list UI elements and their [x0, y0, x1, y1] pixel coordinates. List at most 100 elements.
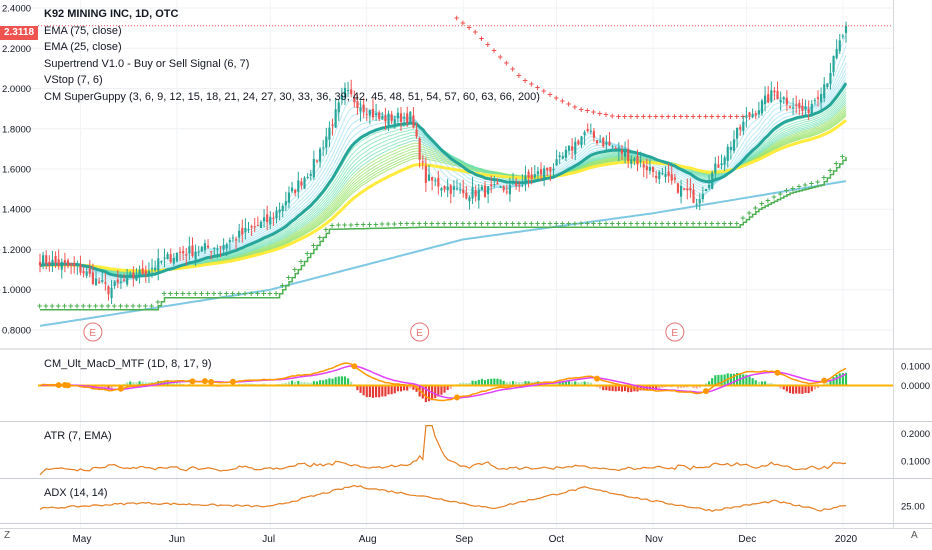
candle-body[interactable]	[51, 259, 54, 264]
candle-body[interactable]	[782, 97, 785, 100]
candle-body[interactable]	[381, 116, 384, 120]
earnings-circle[interactable]	[83, 322, 103, 342]
candle-body[interactable]	[203, 243, 207, 251]
candle-body[interactable]	[387, 113, 390, 125]
candle-body[interactable]	[717, 164, 720, 168]
candle-body[interactable]	[816, 97, 820, 100]
candle-body[interactable]	[524, 175, 527, 184]
candle-body[interactable]	[66, 260, 70, 266]
candle-body[interactable]	[483, 185, 487, 197]
candle-body[interactable]	[788, 106, 792, 108]
candle-body[interactable]	[689, 187, 692, 191]
macd-pane-label[interactable]: CM_Ult_MacD_MTF (1D, 8, 17, 9)	[44, 358, 212, 370]
candle-body[interactable]	[667, 171, 670, 177]
candle-body[interactable]	[807, 109, 810, 113]
candle-body[interactable]	[658, 171, 661, 180]
candle-body[interactable]	[340, 95, 343, 100]
candle-body[interactable]	[810, 103, 813, 116]
candle-body[interactable]	[393, 119, 396, 125]
candle-body[interactable]	[555, 159, 558, 166]
candle-body[interactable]	[303, 177, 306, 189]
candle-body[interactable]	[132, 272, 135, 279]
candle-body[interactable]	[614, 147, 617, 149]
candle-body[interactable]	[325, 136, 328, 148]
candle-body[interactable]	[661, 173, 664, 175]
candle-body[interactable]	[157, 258, 160, 271]
candle-body[interactable]	[359, 107, 362, 112]
candle-body[interactable]	[238, 230, 241, 238]
candle-body[interactable]	[627, 148, 630, 162]
candle-body[interactable]	[79, 264, 82, 273]
candle-body[interactable]	[493, 184, 496, 186]
candle-body[interactable]	[589, 130, 592, 132]
ema200-line[interactable]	[39, 180, 847, 327]
candle-body[interactable]	[185, 254, 188, 256]
candle-body[interactable]	[409, 111, 412, 122]
candle-body[interactable]	[331, 124, 334, 126]
candle-body[interactable]	[645, 166, 648, 171]
candle-body[interactable]	[707, 184, 711, 188]
candle-body[interactable]	[751, 113, 754, 118]
candle-body[interactable]	[487, 186, 490, 195]
candle-body[interactable]	[474, 190, 477, 197]
candle-body[interactable]	[838, 40, 841, 52]
legend-supertrend[interactable]: Supertrend V1.0 - Buy or Sell Signal (6,…	[44, 57, 250, 70]
candle-body[interactable]	[496, 182, 499, 185]
candle-body[interactable]	[356, 101, 359, 108]
candle-body[interactable]	[527, 171, 530, 178]
candle-body[interactable]	[147, 271, 151, 276]
candle-body[interactable]	[213, 247, 216, 249]
candle-body[interactable]	[384, 115, 387, 122]
candle-body[interactable]	[141, 268, 144, 274]
candle-body[interactable]	[502, 186, 505, 191]
candle-body[interactable]	[642, 164, 645, 168]
candle-body[interactable]	[101, 280, 104, 282]
candle-body[interactable]	[378, 112, 381, 119]
candle-body[interactable]	[617, 147, 620, 152]
candle-body[interactable]	[742, 121, 745, 131]
candle-body[interactable]	[91, 272, 94, 284]
macd-signal-line[interactable]	[39, 365, 847, 399]
candle-body[interactable]	[135, 277, 138, 281]
candle-body[interactable]	[804, 106, 807, 110]
candle-body[interactable]	[362, 104, 365, 112]
candle-body[interactable]	[521, 182, 524, 184]
candle-body[interactable]	[315, 160, 319, 162]
candle-body[interactable]	[371, 108, 375, 118]
candle-body[interactable]	[337, 102, 340, 113]
candle-body[interactable]	[259, 221, 263, 228]
candle-body[interactable]	[126, 275, 129, 285]
candle-body[interactable]	[795, 104, 798, 106]
candle-body[interactable]	[592, 131, 596, 138]
main-price-pane[interactable]: + + + + + + + + + + + + + + + + + + + ++ + + + + + + + + + + + + + + + + + ++…	[37, 13, 893, 342]
candle-body[interactable]	[655, 175, 658, 179]
candle-body[interactable]	[262, 217, 266, 222]
candle-body[interactable]	[692, 189, 695, 203]
macd-line[interactable]	[39, 362, 847, 402]
candle-body[interactable]	[518, 185, 521, 187]
candle-body[interactable]	[633, 158, 636, 162]
candle-body[interactable]	[574, 141, 577, 155]
candle-body[interactable]	[247, 229, 250, 231]
candle-body[interactable]	[94, 278, 98, 286]
candle-body[interactable]	[138, 269, 141, 276]
candle-body[interactable]	[63, 260, 66, 263]
candle-body[interactable]	[745, 115, 748, 118]
candle-body[interactable]	[760, 100, 764, 114]
candle-body[interactable]	[396, 112, 399, 119]
candle-body[interactable]	[169, 254, 172, 263]
candle-body[interactable]	[841, 35, 844, 37]
candle-body[interactable]	[561, 156, 564, 159]
candle-body[interactable]	[711, 172, 714, 189]
candle-body[interactable]	[85, 271, 88, 276]
candle-body[interactable]	[412, 115, 415, 128]
candle-body[interactable]	[399, 113, 403, 122]
candle-body[interactable]	[757, 110, 760, 115]
candle-body[interactable]	[309, 173, 312, 176]
earnings-marker[interactable]: E	[83, 322, 103, 342]
candle-body[interactable]	[42, 255, 45, 265]
candle-body[interactable]	[234, 239, 238, 241]
earnings-circle[interactable]	[410, 322, 430, 342]
candle-body[interactable]	[515, 183, 518, 186]
candle-body[interactable]	[844, 25, 848, 33]
